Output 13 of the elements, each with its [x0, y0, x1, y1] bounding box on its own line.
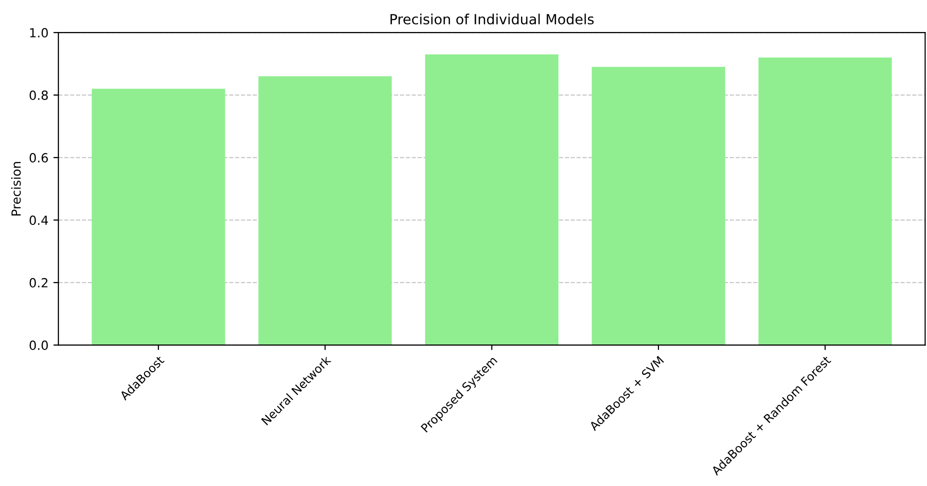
- bar: [592, 66, 726, 346]
- bar: [758, 58, 892, 346]
- y-tick-label: 1.0: [30, 28, 48, 38]
- y-tick-label: 0.0: [30, 340, 48, 350]
- bar: [92, 88, 226, 346]
- chart-title: Precision of Individual Models: [390, 14, 594, 24]
- y-axis-title: Precision: [11, 162, 21, 216]
- y-tick-label: 0.6: [30, 153, 48, 162]
- y-tick-label: 0.2: [30, 278, 48, 288]
- y-tick-label: 0.4: [30, 216, 48, 225]
- y-tick-label: 0.8: [30, 90, 48, 100]
- bar: [258, 76, 392, 346]
- bar: [425, 54, 558, 346]
